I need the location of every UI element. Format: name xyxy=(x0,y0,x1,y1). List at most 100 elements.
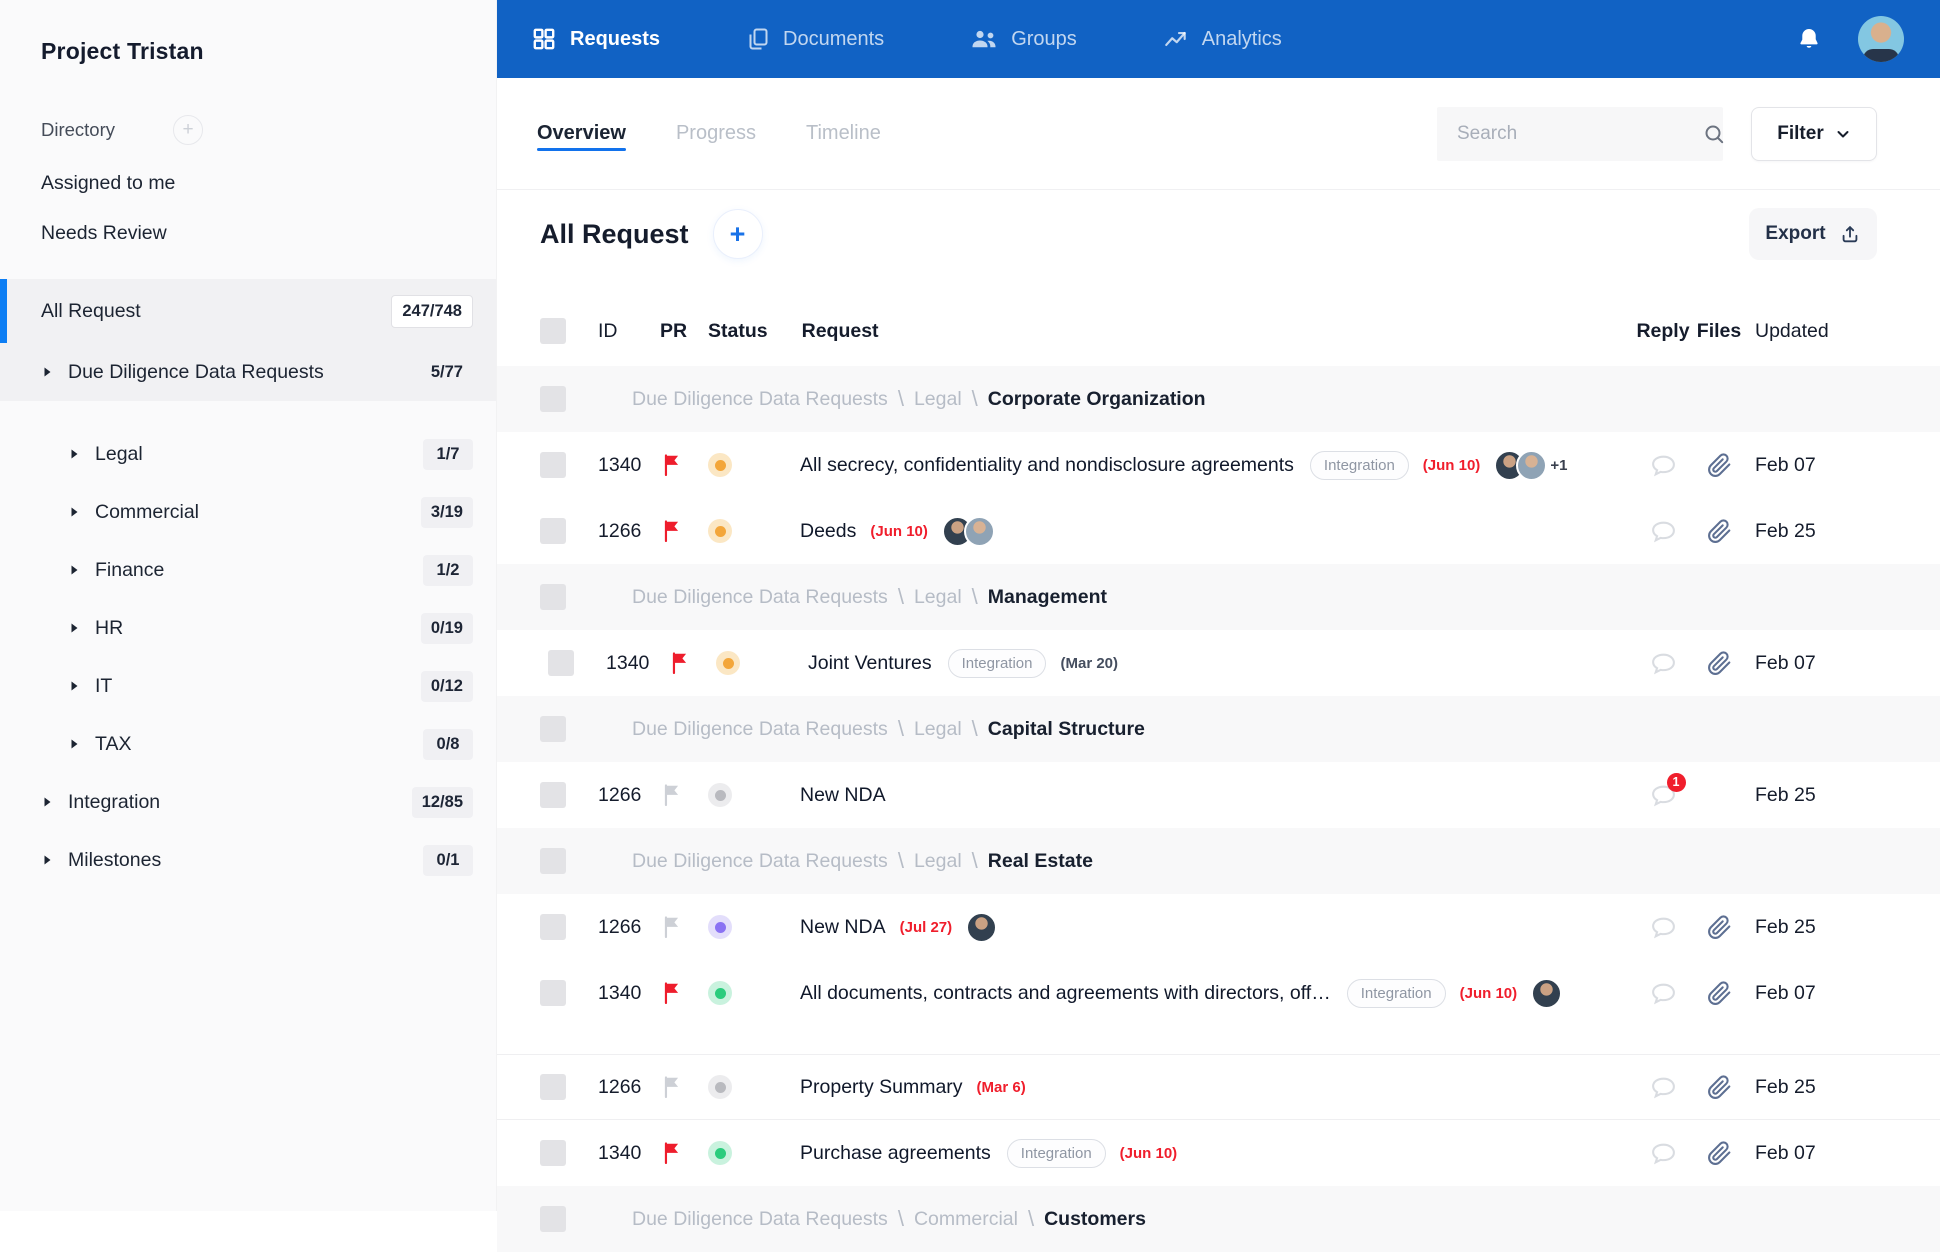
files-cell xyxy=(1691,650,1747,676)
sidebar-item-commercial[interactable]: Commercial 3/19 xyxy=(0,483,496,541)
request-id: 1340 xyxy=(606,651,650,674)
comment-icon[interactable] xyxy=(1650,453,1677,478)
sidebar-item-legal[interactable]: Legal 1/7 xyxy=(0,425,496,483)
request-cell: New NDA xyxy=(766,784,1635,807)
flag-icon[interactable] xyxy=(660,1140,708,1166)
user-avatar[interactable] xyxy=(1858,16,1904,62)
row-checkbox[interactable] xyxy=(540,914,566,940)
flag-icon[interactable] xyxy=(660,452,708,478)
sidebar-item-milestones[interactable]: Milestones 0/1 xyxy=(0,831,496,889)
paperclip-icon[interactable] xyxy=(1707,1140,1732,1166)
sidebar-item-needs-review[interactable]: Needs Review xyxy=(0,208,496,258)
tab-timeline[interactable]: Timeline xyxy=(805,122,881,144)
sidebar-item-integration[interactable]: Integration 12/85 xyxy=(0,773,496,831)
sidebar-item-all-request[interactable]: All Request 247/748 xyxy=(0,279,496,343)
topnav-item-analytics[interactable]: Analytics xyxy=(1163,26,1282,52)
sidebar-item-due-diligence-data-requests[interactable]: Due Diligence Data Requests 5/77 xyxy=(0,343,496,401)
row-checkbox[interactable] xyxy=(540,782,566,808)
row-checkbox[interactable] xyxy=(540,980,566,1006)
group-breadcrumb: Due Diligence Data Requests \ Legal \ Corpor… xyxy=(598,386,1206,412)
request-row[interactable]: 1266 New NDA 1 Feb 25 xyxy=(497,762,1940,828)
comment-icon[interactable] xyxy=(1650,651,1677,676)
request-row[interactable]: 1340 All documents, contracts and agreeme… xyxy=(497,960,1940,1026)
sidebar-item-tax[interactable]: TAX 0/8 xyxy=(0,715,496,773)
paperclip-icon[interactable] xyxy=(1707,518,1732,544)
flag-icon[interactable] xyxy=(660,1074,708,1100)
select-all-checkbox[interactable] xyxy=(540,318,566,344)
flag-icon[interactable] xyxy=(660,518,708,544)
filter-button[interactable]: Filter xyxy=(1751,106,1877,161)
row-checkbox[interactable] xyxy=(540,1074,566,1100)
group-checkbox[interactable] xyxy=(540,386,566,412)
paperclip-icon[interactable] xyxy=(1707,980,1732,1006)
search-input[interactable] xyxy=(1457,122,1702,145)
request-row[interactable]: 1340 Joint Ventures Integration (Mar 20) Feb… xyxy=(497,630,1940,696)
status-cell xyxy=(716,651,774,675)
paperclip-icon[interactable] xyxy=(1707,650,1732,676)
tab-overview[interactable]: Overview xyxy=(537,98,626,169)
group-breadcrumb: Due Diligence Data Requests \ Commercial \ C… xyxy=(598,1206,1146,1232)
request-count-badge: 0/12 xyxy=(420,670,473,702)
comment-icon[interactable] xyxy=(1650,915,1677,940)
request-title: New NDA xyxy=(800,783,886,806)
sidebar-item-it[interactable]: IT 0/12 xyxy=(0,657,496,715)
reply-cell xyxy=(1635,1141,1691,1166)
request-id: 1266 xyxy=(598,915,642,938)
group-checkbox[interactable] xyxy=(540,584,566,610)
search-icon[interactable] xyxy=(1702,122,1726,146)
group-row[interactable]: Due Diligence Data Requests \ Legal \ Capita… xyxy=(497,696,1940,762)
sidebar-item-label: Finance xyxy=(95,558,165,581)
export-button[interactable]: Export xyxy=(1749,208,1877,260)
comment-icon[interactable] xyxy=(1650,519,1677,544)
sidebar-item-label: HR xyxy=(95,616,124,639)
sidebar-item-assigned-to-me[interactable]: Assigned to me xyxy=(0,158,496,208)
documents-icon xyxy=(746,27,770,51)
paperclip-icon[interactable] xyxy=(1707,452,1732,478)
comment-icon[interactable] xyxy=(1650,981,1677,1006)
request-row[interactable]: 1340 Purchase agreements Integration (Jun 1… xyxy=(497,1120,1940,1186)
status-cell xyxy=(708,1075,766,1099)
flag-icon[interactable] xyxy=(668,650,716,676)
request-title: Purchase agreements xyxy=(800,1141,991,1164)
topnav-item-documents[interactable]: Documents xyxy=(746,27,884,51)
notifications-bell-icon[interactable] xyxy=(1796,26,1822,52)
due-date: (Mar 6) xyxy=(976,1078,1026,1096)
row-checkbox[interactable] xyxy=(548,650,574,676)
comment-icon[interactable] xyxy=(1650,1141,1677,1166)
tab-progress[interactable]: Progress xyxy=(675,122,756,144)
topnav-item-groups[interactable]: Groups xyxy=(970,27,1077,51)
row-checkbox[interactable] xyxy=(540,1140,566,1166)
comment-icon[interactable]: 1 xyxy=(1650,772,1686,808)
request-row[interactable]: 1266 Deeds (Jun 10) Feb 25 xyxy=(497,498,1940,564)
comment-icon[interactable] xyxy=(1650,1075,1677,1100)
request-row[interactable]: 1266 Property Summary (Mar 6) Feb 25 xyxy=(497,1054,1940,1120)
status-cell xyxy=(708,783,766,807)
add-directory-button[interactable]: + xyxy=(173,115,204,145)
group-checkbox[interactable] xyxy=(540,1206,566,1232)
paperclip-icon[interactable] xyxy=(1707,914,1732,940)
group-checkbox[interactable] xyxy=(540,716,566,742)
request-count-badge: 0/19 xyxy=(420,612,473,644)
paperclip-icon[interactable] xyxy=(1707,1074,1732,1100)
request-row[interactable]: 1340 All secrecy, confidentiality and non… xyxy=(497,432,1940,498)
group-row[interactable]: Due Diligence Data Requests \ Legal \ Manage… xyxy=(497,564,1940,630)
flag-icon[interactable] xyxy=(660,980,708,1006)
row-checkbox[interactable] xyxy=(540,518,566,544)
group-checkbox[interactable] xyxy=(540,848,566,874)
group-row[interactable]: Due Diligence Data Requests \ Legal \ Corpor… xyxy=(497,366,1940,432)
sidebar-item-hr[interactable]: HR 0/19 xyxy=(0,599,496,657)
breadcrumb-part: Due Diligence Data Requests xyxy=(632,849,888,872)
reply-cell: 1 xyxy=(1635,772,1691,808)
request-row[interactable]: 1266 New NDA (Jul 27) Feb 25 xyxy=(497,894,1940,960)
group-row[interactable]: Due Diligence Data Requests \ Legal \ Real E… xyxy=(497,828,1940,894)
flag-icon[interactable] xyxy=(660,914,708,940)
sidebar-item-finance[interactable]: Finance 1/2 xyxy=(0,541,496,599)
group-row[interactable]: Due Diligence Data Requests \ Commercial \ C… xyxy=(497,1186,1940,1252)
flag-icon[interactable] xyxy=(660,782,708,808)
request-count-badge: 12/85 xyxy=(411,786,473,818)
table-header: ID PR Status Request Reply Files Updated xyxy=(497,306,1940,356)
add-request-button[interactable]: + xyxy=(712,209,763,259)
request-count-badge: 1/2 xyxy=(423,554,473,586)
topnav-item-requests[interactable]: Requests xyxy=(531,26,660,52)
row-checkbox[interactable] xyxy=(540,452,566,478)
